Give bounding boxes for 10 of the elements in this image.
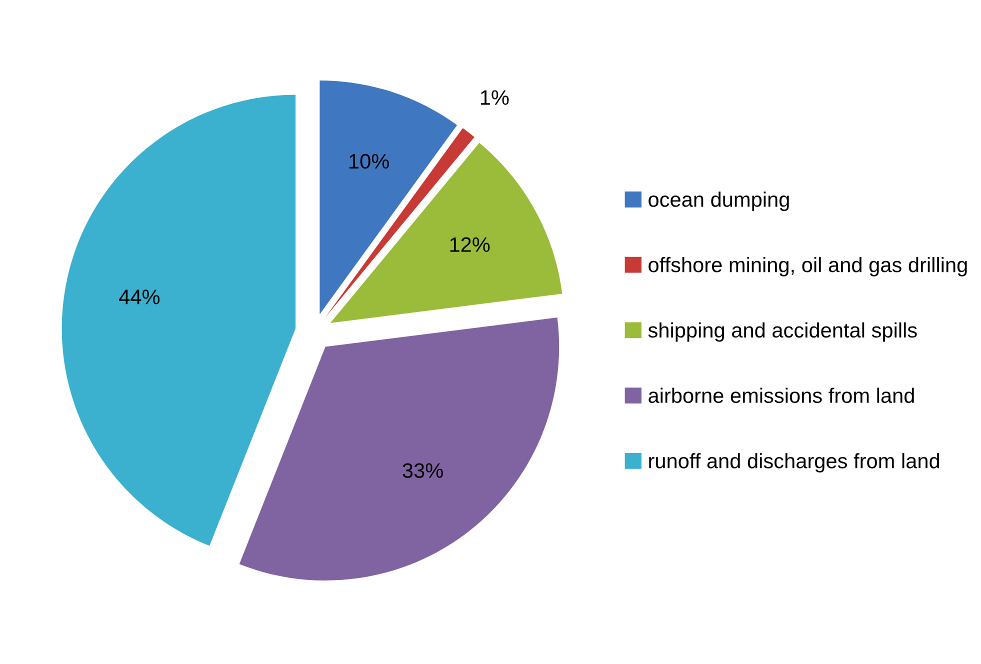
data-label: 33% (402, 463, 443, 478)
data-label: 10% (350, 154, 389, 169)
data-label: 1% (480, 90, 509, 105)
legend-label: runoff and discharges from land (649, 453, 940, 472)
legend-label: ocean dumping (648, 192, 789, 212)
data-label: 12% (450, 237, 490, 252)
data-label: 44% (119, 290, 160, 304)
legend-label: shipping and accidental spills (648, 322, 917, 342)
legend-label: airborne emissions from land (648, 388, 914, 404)
legend-label: offshore mining, oil and gas drilling (648, 256, 967, 276)
